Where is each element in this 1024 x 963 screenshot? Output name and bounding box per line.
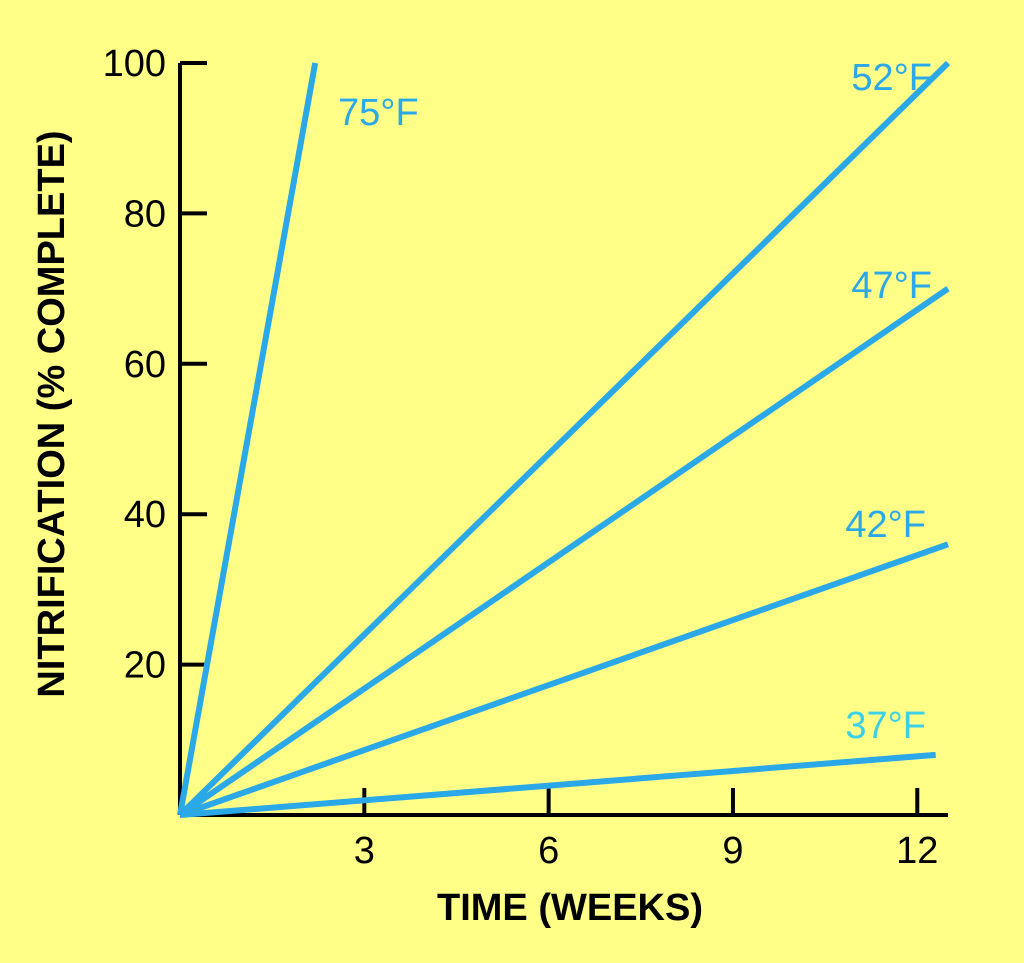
y-tick-label: 40 [124,494,166,536]
y-axis-title: NITRIFICATION (% COMPLETE) [31,130,73,697]
x-axis-title: TIME (WEEKS) [437,887,703,929]
y-tick-label: 100 [103,43,166,85]
series-label: 37°F [845,705,926,747]
y-tick-label: 60 [124,344,166,386]
series-labels: 75°F 52°F 47°F 42°F 37°F [338,57,932,747]
series-label: 47°F [851,265,932,307]
x-ticks: 3 6 9 12 [354,788,938,872]
y-ticks: 20 40 60 80 100 [103,43,207,687]
x-tick-label: 9 [722,830,743,872]
x-tick-label: 12 [896,830,938,872]
series-line [179,541,949,818]
series-line [177,60,951,818]
y-tick-label: 80 [124,193,166,235]
series-label: 52°F [851,57,932,99]
series-line [179,751,936,818]
series-line [178,286,950,818]
y-tick-label: 20 [124,645,166,687]
series-label: 75°F [338,92,419,134]
series-lines [177,60,951,818]
series-line [177,62,319,816]
x-tick-label: 3 [354,830,375,872]
series-label: 42°F [845,504,926,546]
x-tick-label: 6 [538,830,559,872]
